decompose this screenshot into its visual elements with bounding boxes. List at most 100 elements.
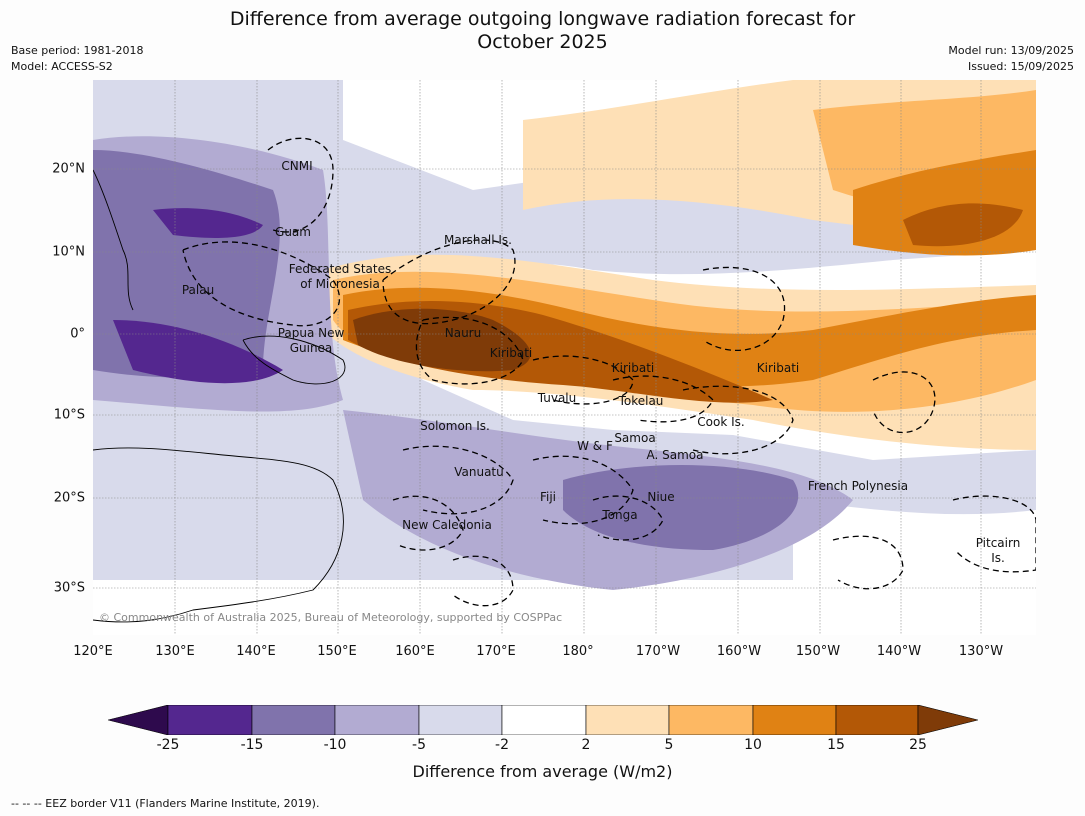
eez-austral [832,535,904,590]
meta-right: Model run: 13/09/2025 Issued: 15/09/2025 [948,43,1074,75]
colorbar-label-9: 15 [827,737,845,753]
eez-footnote: -- -- -- EEZ border V11 (Flanders Marine… [11,797,320,810]
label-fsm-2: of Micronesia [300,277,380,291]
label-pitcairn-2: Is. [991,551,1005,565]
colorbar-label-1: -25 [156,737,180,753]
y-tick-0: 0° [70,326,85,342]
y-tick-10s: 10°S [53,407,85,423]
label-new-caledonia: New Caledonia [402,518,492,532]
map-title: Difference from average outgoing longwav… [0,8,1085,54]
x-tick-130e: 130°E [155,644,195,659]
label-cnmi: CNMI [281,159,312,173]
colorbar-label-10: 25 [909,737,927,753]
australia-coast [93,447,344,623]
eez-cook [682,385,794,455]
colorbar-label-7: 5 [664,737,674,753]
issued-date: Issued: 15/09/2025 [967,60,1074,73]
map-title-line1: Difference from average outgoing longwav… [229,8,856,30]
label-solomon: Solomon Is. [420,419,490,433]
region-labels: CNMI Guam Marshall Is. Federated States … [182,159,1020,565]
colorbar-bin-2 [251,705,336,735]
colorbar [108,705,978,735]
x-tick-170w: 170°W [635,644,681,659]
coastlines [93,169,346,623]
eez-nauru-kiribati [415,316,524,385]
colorbar-bin-3 [334,705,420,735]
label-kiribati-west: Kiribati [490,346,532,360]
anomaly-map: CNMI Guam Marshall Is. Federated States … [93,80,1036,635]
colorbar-bin-6 [585,705,670,735]
label-png-1: Papua New [278,326,345,340]
label-fiji: Fiji [540,490,556,504]
eez-fsm [182,241,340,327]
white-area-southeast [793,500,1036,635]
eez-marshall [382,239,516,325]
colorbar-label-2: -15 [240,737,264,753]
label-png-2: Guinea [290,341,333,355]
colorbar-extend-high [917,705,978,735]
eez-fiji [532,455,634,525]
x-tick-120e: 120°E [73,644,113,659]
colorbar-label-3: -10 [323,737,347,753]
eez-tokelau [612,375,714,423]
label-fsm-1: Federated States [289,262,391,276]
eez-kiribati-east [702,266,786,352]
philippines-coast [93,169,134,311]
eez-vanuatu [402,445,514,515]
map-panel: CNMI Guam Marshall Is. Federated States … [93,80,1036,635]
label-guam: Guam [275,225,311,239]
eez-tuvalu [532,355,634,405]
colorbar-bin-1 [167,705,253,735]
colorbar-label-5: -2 [495,737,509,753]
eez-pitcairn [952,495,1036,573]
new-guinea-coast [242,335,346,385]
negative-15-25-north [153,208,263,238]
eez-new-caledonia [392,495,464,551]
label-cook: Cook Is. [697,415,744,429]
map-title-line2: October 2025 [477,31,608,53]
x-tick-170e: 170°E [476,644,516,659]
colorbar-bin-5 [501,705,587,735]
x-tick-150w: 150°W [795,644,841,659]
label-marshall: Marshall Is. [444,233,512,247]
label-wf: W & F [577,439,613,453]
model-name: Model: ACCESS-S2 [11,60,113,73]
x-tick-160w: 160°W [716,644,762,659]
negative-15-25-south [113,320,283,384]
label-french-polynesia: French Polynesia [808,479,908,493]
meta-left: Base period: 1981-2018 Model: ACCESS-S2 [11,43,143,75]
label-nauru: Nauru [445,326,481,340]
label-tonga: Tonga [601,508,637,522]
colorbar-title: Difference from average (W/m2) [412,762,673,781]
x-tick-140w: 140°W [876,644,922,659]
label-samoa: Samoa [614,431,655,445]
label-tuvalu: Tuvalu [537,391,577,405]
y-tick-20s: 20°S [53,490,85,506]
copyright-notice: © Commonwealth of Australia 2025, Bureau… [99,611,563,624]
label-kiribati-central: Kiribati [612,361,654,375]
negative-10-15-west [93,150,280,378]
negative-10-15-south [563,465,799,550]
eez-norfolk [452,555,514,607]
label-vanuatu: Vanuatu [454,465,504,479]
y-tick-20n: 20°N [52,161,85,177]
label-a-samoa: A. Samoa [647,448,704,462]
label-niue: Niue [647,490,674,504]
y-tick-10n: 10°N [52,244,85,260]
colorbar-label-8: 10 [744,737,762,753]
model-run: Model run: 13/09/2025 [948,44,1074,57]
colorbar-bin-7 [668,705,754,735]
base-period: Base period: 1981-2018 [11,44,144,57]
colorbar-bin-9 [835,705,919,735]
colorbar-bin-8 [752,705,837,735]
colorbar-label-4: -5 [412,737,426,753]
y-tick-30s: 30°S [53,580,85,596]
label-pitcairn-1: Pitcairn [976,536,1021,550]
eez-borders [182,137,1036,607]
eez-tonga [592,495,664,541]
x-tick-160e: 160°E [395,644,435,659]
colorbar-label-6: 2 [581,737,591,753]
colorbar-bin-4 [418,705,503,735]
label-palau: Palau [182,283,214,297]
x-tick-150e: 150°E [317,644,357,659]
